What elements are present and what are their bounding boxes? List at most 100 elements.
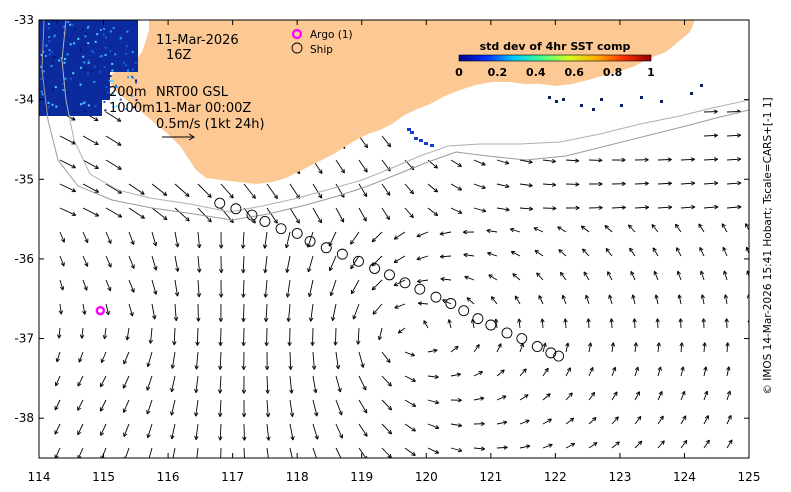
current-arrow [680,204,696,210]
current-arrow [358,135,369,149]
current-arrow [655,318,660,329]
current-arrow [700,294,706,305]
current-arrow [54,399,61,411]
current-arrow [170,351,176,369]
current-arrow [329,279,337,297]
sst-speck [47,22,50,25]
current-arrow [263,279,268,298]
sst-speck [124,64,127,67]
current-arrow [610,342,616,353]
current-arrow [417,301,429,306]
current-arrow [427,399,440,405]
ship-position-marker [320,242,332,254]
current-arrow [496,369,505,377]
sst-speck [640,96,643,99]
sst-speck [111,69,114,72]
current-arrow [265,375,270,394]
current-arrow [241,279,246,298]
current-arrow [335,375,342,393]
sst-speck [84,35,87,38]
sst-speck [104,46,107,49]
current-arrow [580,225,590,233]
current-arrow [565,182,580,187]
current-arrow [721,223,728,233]
colorbar-tick-label: 1 [647,66,655,79]
current-arrow [335,159,345,174]
sst-speck [94,40,97,43]
current-arrow [241,303,246,322]
current-arrow [588,416,597,425]
sst-speck [119,98,122,101]
current-arrow [194,351,199,370]
sst-speck [69,77,72,80]
sst-speck [600,98,603,101]
sst-speck [50,64,53,67]
sst-speck [87,61,90,64]
sst-speck [555,100,558,103]
sst-speck [73,42,76,45]
sst-speck [45,44,48,47]
current-arrow [519,394,529,401]
sst-speck [90,49,93,52]
product-time-label: 11-Mar 00:00Z [155,101,251,116]
current-arrow [397,327,406,334]
sst-speck [87,25,90,28]
ship-position-marker [414,283,426,295]
sst-speck [562,98,565,101]
current-arrow [105,279,112,292]
current-arrow [680,157,695,162]
current-arrow [311,351,317,370]
sst-speck [93,81,96,84]
sst-speck [66,53,69,56]
current-arrow [241,327,246,347]
current-arrow [218,351,223,370]
current-arrow [440,277,452,282]
current-arrow [634,181,649,186]
current-arrow [78,351,84,363]
current-arrow [450,423,463,428]
ship-position-marker [545,347,557,359]
current-arrow [464,275,475,281]
current-arrow [266,207,278,224]
current-arrow [243,207,256,224]
sst-speck [51,103,54,106]
isobath-1000m [41,20,749,221]
sst-speck [65,91,68,94]
current-arrow [335,399,343,416]
current-arrow [634,440,643,449]
sst-speck [77,37,80,40]
current-arrow [629,247,636,257]
sst-speck [430,144,434,147]
current-arrow [82,303,87,315]
current-arrow [335,207,345,223]
current-arrow [404,375,416,382]
current-arrow [439,231,452,236]
current-arrow [725,342,730,353]
current-arrow [634,391,640,401]
current-arrow [536,272,544,281]
current-arrow [427,447,440,454]
current-arrow [611,441,620,449]
current-arrow [450,207,463,214]
sst-speck [82,102,85,105]
current-arrow [82,135,99,146]
current-arrow [634,366,639,377]
current-arrow [703,366,708,377]
current-arrow [680,415,687,425]
x-tick-label: 117 [221,470,244,484]
current-arrow [308,303,314,322]
current-arrow [450,345,459,353]
current-arrow [583,271,590,281]
current-arrow [698,223,705,233]
sst-speck [47,106,50,109]
sst-speck [82,29,85,32]
current-arrow [473,207,487,213]
current-arrow [99,375,107,388]
current-arrow [726,180,742,186]
current-arrow [588,391,596,401]
argo-legend-label: Argo (1) [310,29,353,41]
sst-speck [620,104,623,107]
current-arrow [100,351,107,363]
sst-speck [131,50,134,53]
sst-speck [115,105,118,108]
